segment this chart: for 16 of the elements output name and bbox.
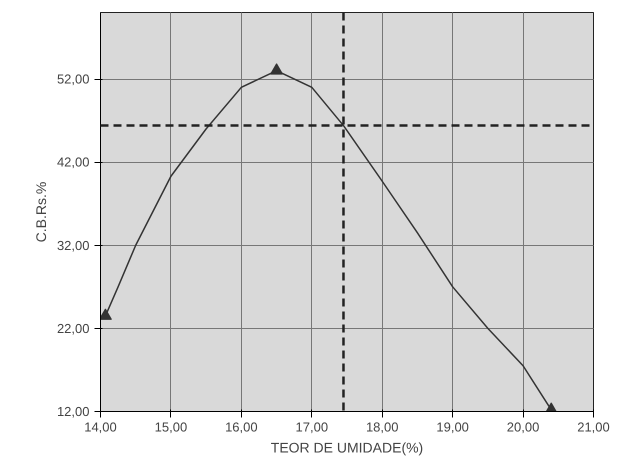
x-tick-label: 16,00 — [225, 420, 258, 434]
x-tick-label: 14,00 — [84, 420, 117, 434]
y-tick-label: 12,00 — [56, 404, 90, 419]
x-tick-label: 20,00 — [506, 420, 540, 434]
x-tick-label: 15,00 — [154, 420, 188, 434]
x-tick-label: 19,00 — [436, 420, 469, 434]
x-tick-label: 21,00 — [577, 420, 610, 434]
x-axis-title: TEOR DE UMIDADE(%) — [270, 440, 424, 456]
y-tick-label: 22,00 — [56, 320, 90, 336]
y-tick-label: 42,00 — [56, 154, 90, 170]
y-axis-title: C.B.Rs.% — [32, 182, 49, 242]
y-tick-label: 32,00 — [56, 238, 90, 253]
point — [270, 63, 284, 75]
x-tick-label: 18,00 — [366, 420, 398, 434]
x-tick-label: 17,00 — [296, 420, 328, 434]
y-tick-label: 52,00 — [56, 72, 90, 86]
